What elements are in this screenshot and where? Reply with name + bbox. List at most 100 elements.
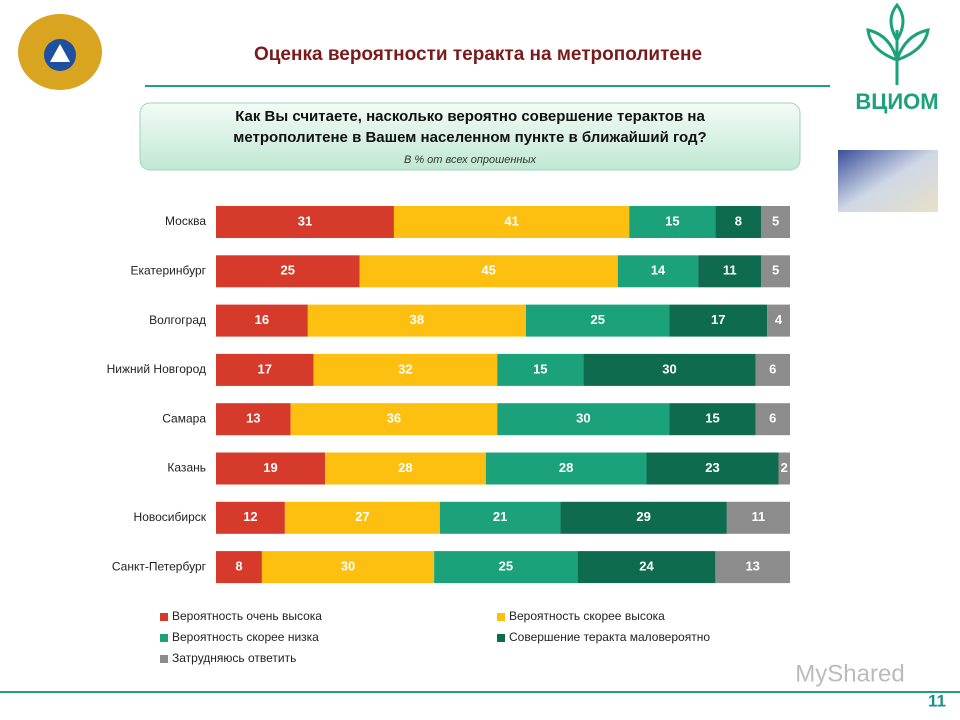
question-box xyxy=(139,102,801,171)
bar-segment xyxy=(525,304,670,337)
data-label: 17 xyxy=(258,361,272,376)
bar-segment xyxy=(290,403,498,436)
bar-segment xyxy=(778,452,790,485)
logo-text: ВЦИОМ xyxy=(855,89,938,114)
data-label: 24 xyxy=(639,559,654,574)
legend-label: Вероятность очень высока xyxy=(172,609,322,623)
data-label: 41 xyxy=(504,213,518,228)
data-label: 16 xyxy=(255,312,269,327)
bar-segment xyxy=(216,501,285,534)
data-label: 30 xyxy=(341,559,355,574)
y-tick-label: Самара xyxy=(162,411,206,425)
bar-segment xyxy=(216,551,262,584)
data-label: 27 xyxy=(355,509,369,524)
legend-label: Вероятность скорее низка xyxy=(172,630,319,644)
data-label: 2 xyxy=(781,460,788,475)
bar-segment xyxy=(497,403,670,436)
data-label: 15 xyxy=(533,361,547,376)
bar-segment xyxy=(715,551,790,584)
y-tick-label: Волгоград xyxy=(149,313,206,327)
data-label: 4 xyxy=(775,312,783,327)
chart-title: Оценка вероятности теракта на метрополит… xyxy=(254,44,702,65)
bar-segment xyxy=(646,452,779,485)
y-tick-label: Нижний Новгород xyxy=(107,362,206,376)
bar-segment xyxy=(583,353,756,386)
data-label: 8 xyxy=(235,559,242,574)
logo xyxy=(866,2,930,85)
data-label: 23 xyxy=(705,460,719,475)
bar-segment xyxy=(669,403,756,436)
legend-swatch xyxy=(497,613,505,621)
emblem xyxy=(18,14,102,90)
data-label: 11 xyxy=(723,263,737,278)
question: Как Вы считаете, насколько вероятно сове… xyxy=(233,108,707,146)
bar-segment xyxy=(359,255,618,288)
data-label: 14 xyxy=(651,263,666,278)
data-label: 29 xyxy=(636,509,650,524)
bar-segment xyxy=(755,403,790,436)
data-label: 25 xyxy=(499,559,513,574)
bar-segment xyxy=(761,206,790,238)
data-label: 5 xyxy=(772,263,779,278)
bar-segment xyxy=(617,255,699,288)
data-label: 36 xyxy=(387,411,401,426)
y-tick-label: Москва xyxy=(165,214,206,228)
legend-label: Совершение теракта маловероятно xyxy=(509,630,710,644)
data-label: 6 xyxy=(769,411,776,426)
bar-segment xyxy=(767,304,790,337)
y-tick-label: Екатеринбург xyxy=(131,263,207,277)
bar-segment xyxy=(261,551,435,584)
bar-segment xyxy=(216,452,326,485)
bar-segment xyxy=(434,551,578,584)
data-label: 13 xyxy=(246,411,260,426)
bar-segment xyxy=(313,353,498,386)
bar-segment xyxy=(216,353,314,386)
y-tick-label: Санкт-Петербург xyxy=(112,559,207,573)
bar-segment xyxy=(755,353,790,386)
legend-swatch xyxy=(160,655,168,663)
data-label: 5 xyxy=(772,213,779,228)
bar-segment xyxy=(698,255,762,288)
legend-swatch xyxy=(497,634,505,642)
data-label: 13 xyxy=(745,559,759,574)
legend-swatch xyxy=(160,634,168,642)
data-label: 30 xyxy=(662,361,676,376)
bar-segment xyxy=(761,255,790,288)
bar-segment xyxy=(216,206,394,238)
data-label: 6 xyxy=(769,361,776,376)
bar-segment xyxy=(216,403,291,436)
watermark: MyShared xyxy=(795,660,904,687)
bar-segment xyxy=(485,452,647,485)
data-label: 17 xyxy=(711,312,725,327)
page-number: 11 xyxy=(928,691,946,710)
question-holder: Как Вы считаете, насколько вероятно сове… xyxy=(233,108,707,146)
bar-segment xyxy=(325,452,486,485)
bar-segment xyxy=(726,501,790,534)
bar-segment xyxy=(629,206,716,238)
data-label: 31 xyxy=(298,213,312,228)
bar-segment xyxy=(216,304,308,337)
data-label: 21 xyxy=(493,509,507,524)
bar-segment xyxy=(439,501,561,534)
bar-segment xyxy=(393,206,630,238)
legend-label: Вероятность скорее высока xyxy=(509,609,665,623)
data-label: 8 xyxy=(735,213,742,228)
y-tick-label: Новосибирск xyxy=(134,510,207,524)
bar-segment xyxy=(669,304,768,337)
bar-segment xyxy=(216,255,360,288)
data-label: 45 xyxy=(481,263,495,278)
bar-segment xyxy=(307,304,526,337)
data-label: 11 xyxy=(752,509,766,524)
train-image xyxy=(838,150,938,212)
legend-label: Затрудняюсь ответить xyxy=(172,651,296,665)
chart-subtitle: В % от всех опрошенных xyxy=(404,154,537,166)
bar-segment xyxy=(560,501,727,534)
data-label: 12 xyxy=(243,509,257,524)
legend-swatch xyxy=(160,613,168,621)
data-label: 28 xyxy=(398,460,412,475)
data-label: 38 xyxy=(410,312,424,327)
data-label: 25 xyxy=(590,312,604,327)
data-label: 19 xyxy=(263,460,277,475)
